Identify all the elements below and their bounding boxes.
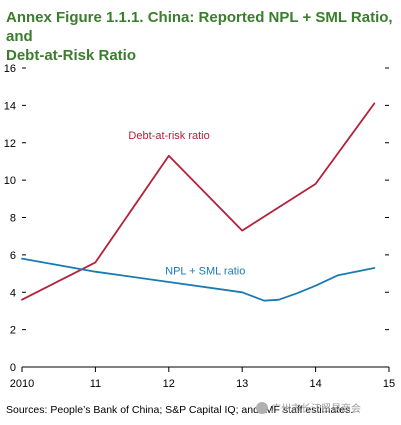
y-tick-label: 8: [10, 213, 16, 225]
x-tick-label: 12: [163, 378, 175, 390]
chart-series: [21, 102, 376, 302]
chart-series-labels: Debt-at-risk ratio NPL + SML ratio: [128, 130, 245, 277]
y-tick-label: 6: [10, 250, 16, 262]
watermark: 广州市长江贸易商会: [256, 400, 361, 415]
y-tick-label: 12: [4, 138, 16, 150]
y-tick-label: 16: [4, 63, 16, 75]
x-tick-label: 15: [383, 378, 395, 390]
y-tick-label: 0: [10, 362, 16, 374]
chart-title-line-2: Debt-at-Risk Ratio: [6, 47, 137, 64]
y-tick-label: 4: [10, 287, 16, 299]
x-tick-label: 14: [309, 378, 321, 390]
chart-title-line-1: Annex Figure 1.1.1. China: Reported NPL …: [6, 9, 393, 45]
npl-sml-label: NPL + SML ratio: [165, 265, 245, 277]
x-tick-label: 11: [90, 378, 101, 390]
y-tick-label: 14: [4, 100, 16, 112]
wechat-icon: [256, 402, 268, 414]
npl-sml-line: [21, 257, 376, 302]
chart-title: Annex Figure 1.1.1. China: Reported NPL …: [6, 8, 396, 65]
y-tick-label: 10: [4, 175, 16, 187]
x-tick-label: 13: [236, 378, 248, 390]
x-tick-label: 2010: [10, 378, 34, 390]
watermark-text: 广州市长江贸易商会: [271, 404, 361, 415]
chart-axes: 0 2 4 6 8 10 12 14 16 2010 11 12 13 14 15: [4, 63, 395, 390]
debt-at-risk-label: Debt-at-risk ratio: [128, 130, 209, 142]
y-tick-label: 2: [10, 325, 16, 337]
